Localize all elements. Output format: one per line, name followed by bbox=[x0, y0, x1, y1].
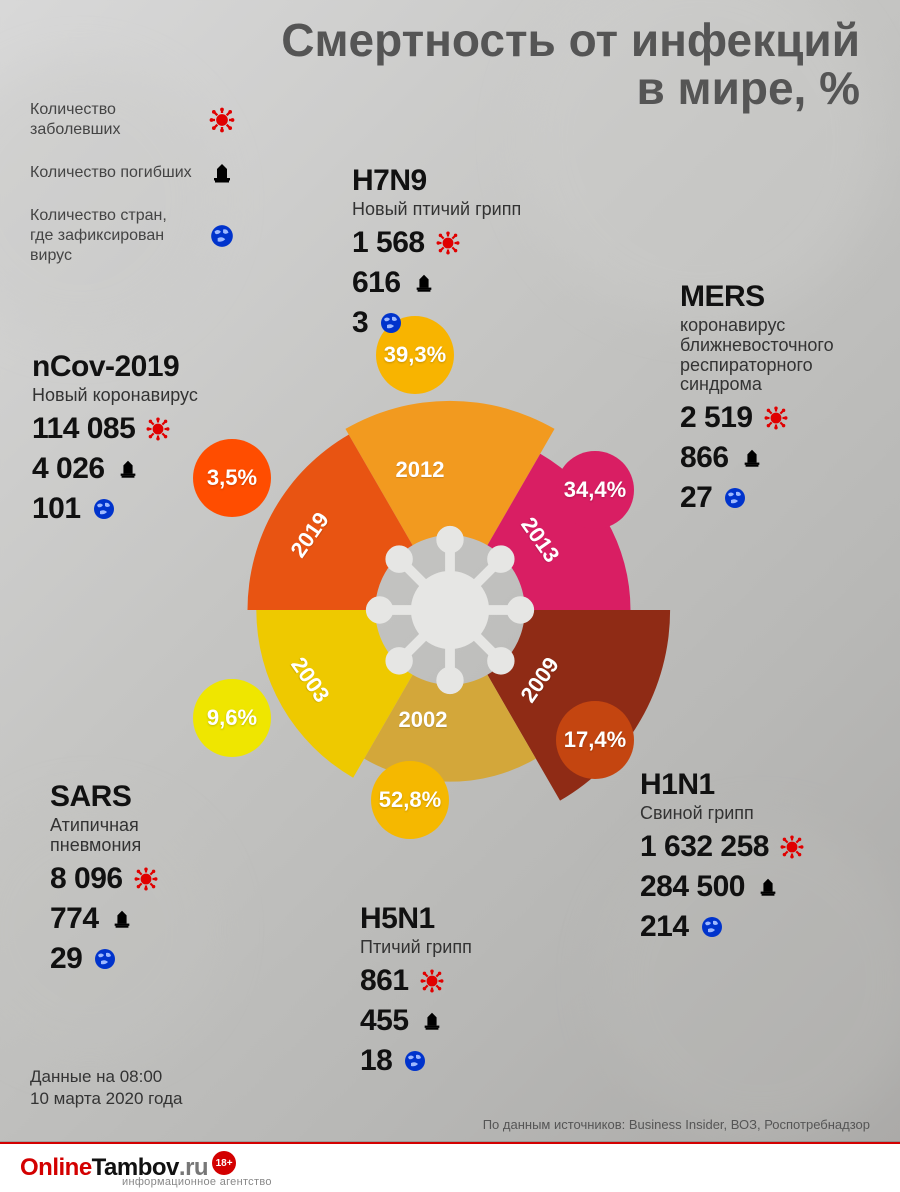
stat-cases: 1 568 bbox=[352, 226, 521, 260]
tombstone-icon bbox=[207, 158, 237, 188]
virus-icon bbox=[777, 832, 807, 862]
disease-name: H7N9 bbox=[352, 164, 521, 198]
tombstone-icon bbox=[113, 454, 143, 484]
disease-mers: MERSкоронавирусближневосточногореспирато… bbox=[680, 280, 834, 515]
stat-countries: 3 bbox=[352, 306, 521, 340]
stat-countries: 29 bbox=[50, 942, 161, 976]
stat-deaths: 866 bbox=[680, 441, 834, 475]
legend-cases: Количество заболевших bbox=[30, 100, 237, 140]
disease-sub: Новый птичий грипп bbox=[352, 200, 521, 220]
tombstone-icon bbox=[409, 268, 439, 298]
stat-cases: 2 519 bbox=[680, 401, 834, 435]
disease-h5n1: H5N1Птичий грипп 861 455 18 bbox=[360, 902, 472, 1078]
disease-sub: Атипичнаяпневмония bbox=[50, 816, 161, 856]
stat-deaths: 4 026 bbox=[32, 452, 198, 486]
globe-icon bbox=[376, 308, 406, 338]
year-label-h7n9: 2012 bbox=[396, 457, 445, 483]
footer-bar: Online Tambov .ru 18+ информационное аге… bbox=[0, 1142, 900, 1192]
pct-bubble-h5n1: 52,8% bbox=[371, 761, 449, 839]
logo-subtitle: информационное агентство bbox=[122, 1176, 272, 1188]
stat-deaths: 774 bbox=[50, 902, 161, 936]
year-label-h5n1: 2002 bbox=[399, 707, 448, 733]
disease-sub: коронавирусближневосточногореспираторног… bbox=[680, 316, 834, 395]
virus-icon bbox=[417, 966, 447, 996]
tombstone-icon bbox=[417, 1006, 447, 1036]
disease-sub: Птичий грипп bbox=[360, 938, 472, 958]
globe-icon bbox=[90, 944, 120, 974]
disease-name: H1N1 bbox=[640, 768, 807, 802]
globe-icon bbox=[400, 1046, 430, 1076]
page-title: Смертность от инфекций в мире, % bbox=[281, 16, 860, 113]
globe-icon bbox=[697, 912, 727, 942]
footnote-sources: По данным источников: Business Insider, … bbox=[483, 1117, 870, 1132]
stat-cases: 861 bbox=[360, 964, 472, 998]
age-badge: 18+ bbox=[212, 1151, 236, 1175]
footnote-date: Данные на 08:00 10 марта 2020 года bbox=[30, 1066, 182, 1110]
disease-ncov: nCov-2019Новый коронавирус 114 085 4 026 10… bbox=[32, 350, 198, 526]
virus-icon bbox=[433, 228, 463, 258]
disease-sub: Свиной грипп bbox=[640, 804, 807, 824]
stat-deaths: 616 bbox=[352, 266, 521, 300]
disease-name: SARS bbox=[50, 780, 161, 814]
virus-icon bbox=[761, 403, 791, 433]
disease-h7n9: H7N9Новый птичий грипп 1 568 616 3 bbox=[352, 164, 521, 340]
pct-bubble-ncov: 3,5% bbox=[193, 439, 271, 517]
pct-bubble-mers: 34,4% bbox=[556, 451, 634, 529]
stat-cases: 8 096 bbox=[50, 862, 161, 896]
disease-sars: SARSАтипичнаяпневмония 8 096 774 29 bbox=[50, 780, 161, 976]
tombstone-icon bbox=[107, 904, 137, 934]
title-line2: в мире, % bbox=[281, 64, 860, 112]
stat-countries: 27 bbox=[680, 481, 834, 515]
disease-name: MERS bbox=[680, 280, 834, 314]
virus-icon bbox=[207, 105, 237, 135]
stat-countries: 18 bbox=[360, 1044, 472, 1078]
globe-icon bbox=[720, 483, 750, 513]
disease-name: H5N1 bbox=[360, 902, 472, 936]
globe-icon bbox=[89, 494, 119, 524]
legend-countries: Количество стран, где зафиксирован вирус bbox=[30, 206, 237, 266]
tombstone-icon bbox=[753, 872, 783, 902]
pct-bubble-sars: 9,6% bbox=[193, 679, 271, 757]
stat-deaths: 455 bbox=[360, 1004, 472, 1038]
stat-countries: 101 bbox=[32, 492, 198, 526]
disease-sub: Новый коронавирус bbox=[32, 386, 198, 406]
title-line1: Смертность от инфекций bbox=[281, 16, 860, 64]
legend: Количество заболевших Количество погибши… bbox=[30, 100, 237, 284]
disease-h1n1: H1N1Свиной грипп 1 632 258 284 500 214 bbox=[640, 768, 807, 944]
stat-cases: 1 632 258 bbox=[640, 830, 807, 864]
tombstone-icon bbox=[737, 443, 767, 473]
globe-icon bbox=[207, 221, 237, 251]
virus-icon bbox=[131, 864, 161, 894]
legend-deaths: Количество погибших bbox=[30, 158, 237, 188]
stat-deaths: 284 500 bbox=[640, 870, 807, 904]
stat-cases: 114 085 bbox=[32, 412, 198, 446]
pct-bubble-h1n1: 17,4% bbox=[556, 701, 634, 779]
stat-countries: 214 bbox=[640, 910, 807, 944]
logo-part1: Online bbox=[20, 1154, 92, 1182]
disease-name: nCov-2019 bbox=[32, 350, 198, 384]
virus-icon bbox=[143, 414, 173, 444]
